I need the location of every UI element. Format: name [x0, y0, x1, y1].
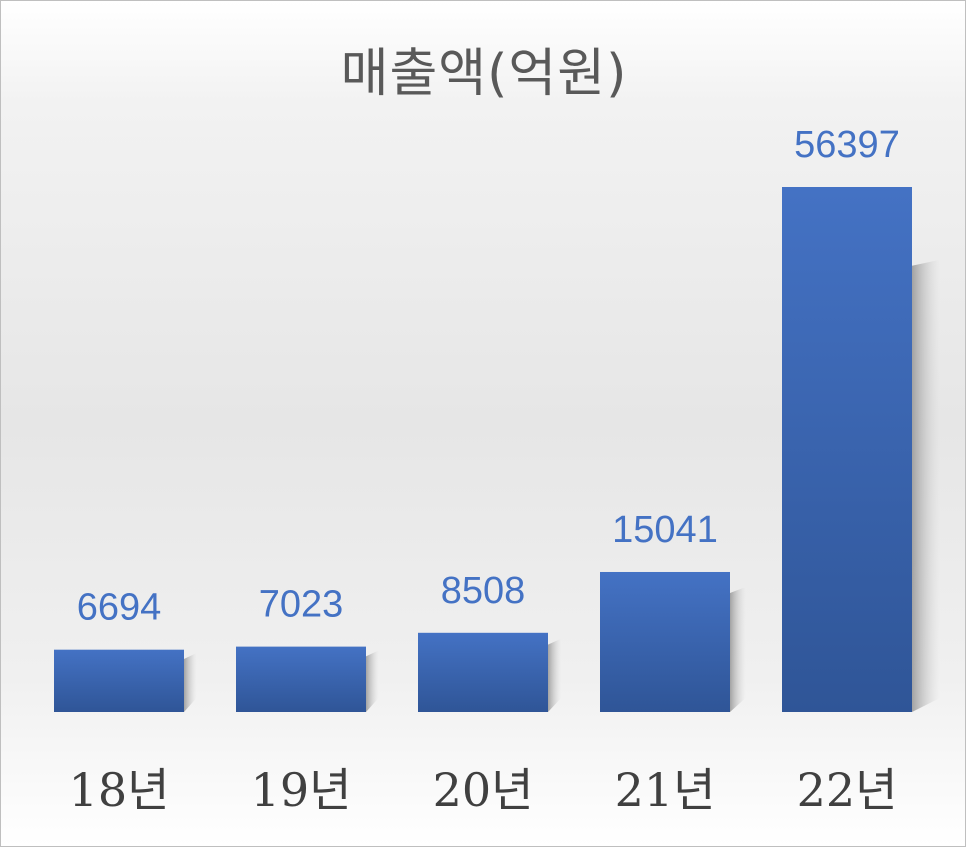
data-label: 15041	[612, 509, 718, 551]
bar-shadow	[730, 586, 746, 712]
data-label: 7023	[259, 584, 344, 626]
bar-18년	[54, 649, 184, 712]
bar-shadow	[366, 650, 379, 712]
data-label: 8508	[441, 570, 526, 612]
bar-shadow	[912, 259, 940, 712]
x-tick-label: 20년	[433, 763, 534, 817]
chart-title: 매출액(억원)	[340, 44, 628, 104]
x-tick-label: 19년	[251, 763, 352, 817]
bar-20년	[418, 632, 548, 712]
x-tick-label: 22년	[797, 763, 898, 817]
data-label: 56397	[794, 124, 900, 166]
bar-shadows	[184, 259, 940, 712]
data-label: 6694	[77, 587, 162, 629]
bar-19년	[236, 646, 366, 712]
bar-shadow	[548, 638, 562, 712]
bars-group	[54, 187, 912, 712]
bar-shadow	[184, 653, 197, 712]
x-tick-label: 18년	[69, 763, 170, 817]
data-labels-group: 6694 7023 8508 15041 56397	[77, 124, 900, 629]
x-tick-labels-group: 18년 19년 20년 21년 22년	[69, 763, 898, 817]
x-tick-label: 21년	[615, 763, 716, 817]
bar-21년	[600, 571, 730, 712]
bar-22년	[782, 187, 912, 712]
